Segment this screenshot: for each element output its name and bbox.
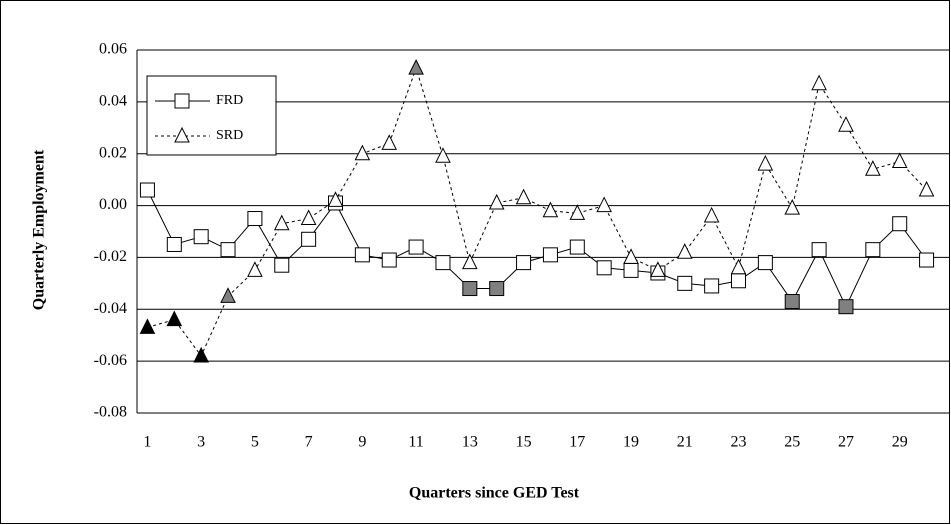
- marker: [462, 253, 478, 270]
- marker: [703, 206, 720, 223]
- marker: [174, 126, 190, 143]
- x-tick-label: 21: [677, 434, 693, 451]
- marker: [730, 258, 747, 275]
- marker: [838, 299, 854, 315]
- x-tick-label: 19: [623, 434, 639, 451]
- marker: [596, 196, 612, 213]
- marker: [569, 239, 585, 255]
- marker: [811, 74, 827, 91]
- x-axis-label: Quarters since GED Test: [409, 485, 580, 502]
- marker: [489, 281, 505, 297]
- y-axis-label: Quarterly Employment: [31, 149, 48, 310]
- legend-box: [146, 75, 277, 156]
- marker: [300, 209, 317, 226]
- marker: [865, 242, 881, 258]
- x-tick-label: 11: [408, 434, 423, 451]
- marker: [731, 273, 746, 289]
- marker: [193, 346, 209, 363]
- marker: [274, 257, 290, 273]
- marker: [784, 294, 800, 310]
- y-tick-label: -0.04: [94, 300, 127, 317]
- marker: [542, 247, 558, 263]
- marker: [623, 248, 639, 264]
- y-tick-label: 0.00: [99, 196, 127, 213]
- marker: [381, 134, 398, 150]
- marker: [139, 318, 156, 334]
- marker: [569, 204, 586, 220]
- marker: [676, 243, 693, 259]
- marker: [865, 160, 881, 176]
- x-tick-label: 5: [251, 434, 259, 451]
- x-tick-label: 29: [892, 434, 908, 451]
- marker: [596, 260, 612, 276]
- x-tick-label: 13: [462, 434, 478, 451]
- marker: [892, 216, 908, 232]
- marker: [139, 182, 155, 198]
- marker: [650, 261, 666, 277]
- legend-label: FRD: [216, 93, 243, 108]
- marker: [757, 154, 774, 171]
- marker: [354, 247, 370, 263]
- marker: [301, 231, 317, 247]
- y-tick-label: 0.02: [99, 144, 127, 161]
- legend: FRD SRD: [146, 75, 277, 156]
- marker: [677, 275, 693, 291]
- x-tick-label: 3: [197, 434, 205, 451]
- x-tick-label: 27: [838, 434, 854, 451]
- y-tick-label: -0.08: [94, 404, 127, 421]
- marker: [488, 193, 505, 210]
- marker: [247, 211, 263, 227]
- marker: [408, 239, 424, 255]
- marker: [623, 262, 639, 278]
- x-tick-label: 15: [516, 434, 532, 451]
- x-tick-label: 23: [731, 434, 747, 451]
- marker: [354, 144, 371, 161]
- x-tick-label: 17: [569, 434, 585, 451]
- y-tick-label: -0.02: [94, 248, 127, 265]
- marker: [435, 147, 451, 163]
- marker: [435, 255, 451, 271]
- marker: [273, 214, 290, 231]
- y-tick-label: -0.06: [94, 352, 127, 369]
- marker: [247, 261, 263, 277]
- marker: [891, 152, 908, 168]
- y-tick-label: 0.04: [99, 93, 127, 110]
- marker: [327, 191, 344, 207]
- marker: [515, 188, 532, 205]
- x-tick-label: 7: [305, 434, 313, 451]
- marker: [919, 252, 935, 268]
- marker: [408, 59, 424, 75]
- marker: [193, 229, 209, 245]
- marker: [220, 287, 236, 303]
- x-tick-label: 1: [143, 434, 151, 451]
- x-tick-label: 25: [784, 434, 800, 451]
- marker: [784, 199, 801, 215]
- marker: [542, 201, 559, 218]
- x-tick-label: 9: [358, 434, 366, 451]
- legend-label: SRD: [216, 128, 243, 143]
- series-line: [146, 189, 927, 308]
- marker: [174, 93, 190, 109]
- marker: [918, 180, 935, 197]
- marker: [381, 252, 397, 268]
- marker: [166, 310, 183, 327]
- marker: [220, 242, 236, 258]
- marker: [838, 116, 854, 132]
- marker: [462, 281, 478, 297]
- marker: [704, 278, 720, 294]
- y-tick-label: 0.06: [99, 41, 127, 58]
- marker: [166, 236, 182, 252]
- marker: [811, 242, 827, 258]
- marker: [757, 255, 773, 271]
- marker: [516, 255, 532, 271]
